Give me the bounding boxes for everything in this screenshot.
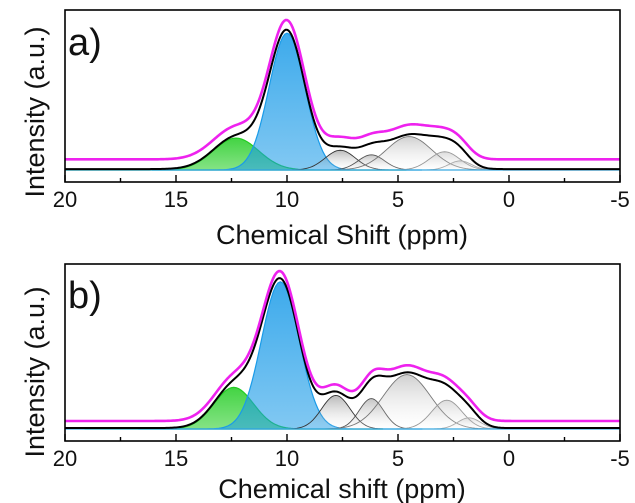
x-ticks-a: 20 15 10 5 0 -5: [53, 175, 630, 212]
x-tick-label: 15: [164, 446, 188, 471]
x-axis-title-b: Chemical shift (ppm): [218, 474, 466, 503]
experimental-line: [65, 269, 620, 423]
panel-label-a: a): [68, 22, 102, 64]
y-axis-title-a: Intensity (a.u.): [20, 26, 50, 197]
y-axis-title-b: Intensity (a.u.): [20, 286, 50, 457]
panel-b: b) 20 15 10 5 0 -5 Chemical shift (ppm) Inten…: [20, 263, 630, 503]
fit-sum-line: [65, 277, 620, 430]
component-peak-2: [152, 32, 422, 171]
plot-area-b: [65, 269, 620, 430]
x-ticks-b: 20 15 10 5 0 -5: [53, 434, 630, 471]
fit-sum-line: [65, 28, 620, 171]
panel-label-b: b): [68, 275, 102, 317]
panel-a: a) 20 15 10 5 0 -5 Chemical Shift (ppm) Inten…: [20, 9, 630, 250]
x-tick-label: 5: [392, 187, 404, 212]
x-tick-label: 0: [503, 446, 515, 471]
x-tick-label: 15: [164, 187, 188, 212]
x-tick-label: -5: [610, 446, 630, 471]
x-tick-label: 10: [275, 446, 299, 471]
x-axis-title-a: Chemical Shift (ppm): [216, 220, 468, 250]
x-tick-label: -5: [610, 187, 630, 212]
x-tick-label: 5: [392, 446, 404, 471]
x-tick-label: 10: [275, 187, 299, 212]
x-tick-label: 20: [53, 446, 77, 471]
x-tick-label: 20: [53, 187, 77, 212]
plot-area-a: [65, 18, 620, 171]
x-tick-label: 0: [503, 187, 515, 212]
experimental-line: [65, 18, 620, 161]
